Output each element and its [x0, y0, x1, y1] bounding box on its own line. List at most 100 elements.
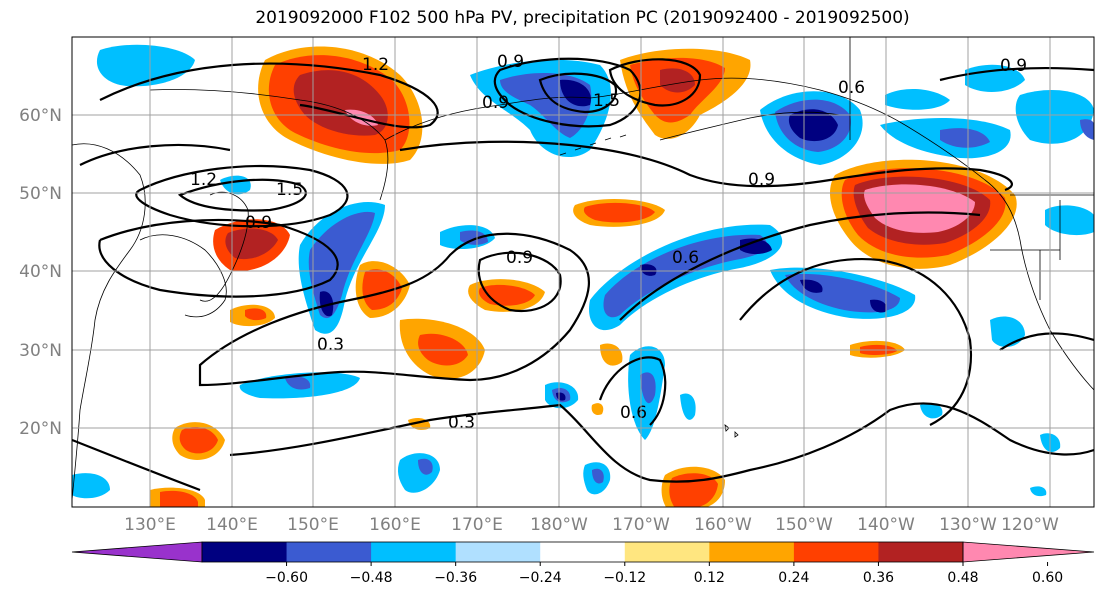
- pv-contour: [477, 251, 562, 313]
- coastline: [904, 124, 1094, 391]
- lat-label: 50°N: [19, 184, 62, 204]
- coastline: [139, 234, 227, 318]
- shade-negative: [1030, 486, 1047, 497]
- colorbar-segment: [878, 542, 964, 562]
- shade-negative: [640, 372, 656, 404]
- lon-label: 130°W: [939, 515, 997, 535]
- lon-label: 170°W: [612, 515, 670, 535]
- shade-negative: [560, 79, 591, 107]
- shade-negative: [397, 453, 440, 493]
- shade-negative: [418, 458, 433, 475]
- shade-positive: [583, 202, 655, 223]
- pv-contour: [98, 218, 339, 298]
- gridlines: [72, 37, 1094, 507]
- shade-negative: [96, 44, 195, 87]
- pv-contour: [619, 211, 981, 321]
- plot-title: 2019092000 F102 500 hPa PV, precipitatio…: [255, 8, 910, 28]
- pv-contour: [79, 143, 231, 166]
- coastline: [734, 431, 739, 438]
- colorbar-segment: [709, 542, 795, 562]
- pv-contour: [939, 66, 1094, 82]
- coastline: [659, 111, 841, 141]
- pv-contour: [493, 57, 642, 128]
- shade-negative: [603, 234, 767, 318]
- shade-negative: [1015, 90, 1094, 144]
- contour-label: 0.9: [245, 213, 272, 233]
- shade-positive: [179, 427, 218, 454]
- colorbar-extend-min: [71, 541, 203, 563]
- lon-label: 150°E: [287, 515, 339, 535]
- shade-negative: [788, 109, 838, 142]
- shade-negative: [72, 473, 110, 499]
- shade-negative: [920, 403, 943, 419]
- shade-positive: [245, 308, 267, 321]
- coastline: [559, 134, 627, 156]
- colorbar-tick-label: 0.36: [863, 570, 894, 586]
- colorbar-ticks: −0.60 −0.48 −0.36 −0.24 −0.12 0.12 0.24 0.36 0.4…: [265, 562, 1063, 586]
- pv-contour: [399, 140, 1013, 192]
- colorbar-tick-label: 0.24: [778, 570, 809, 586]
- lon-label: 150°W: [775, 515, 833, 535]
- lon-label: 160°W: [694, 515, 752, 535]
- shade-positive: [660, 68, 695, 93]
- colorbar-segment: [202, 542, 288, 562]
- shade-positive: [225, 228, 278, 260]
- shade-negative: [592, 468, 604, 484]
- shade-negative: [800, 279, 823, 293]
- contour-label: 0.3: [317, 335, 344, 355]
- contour-label: 0.9: [748, 170, 775, 190]
- contour-label: 0.9: [482, 93, 509, 113]
- colorbar-tick-label: −0.36: [434, 570, 477, 586]
- contour-label: 1.2: [362, 55, 389, 75]
- shade-positive: [600, 343, 623, 366]
- colorbar-tick-label: −0.12: [603, 570, 646, 586]
- shade-negative: [640, 264, 657, 276]
- coastline: [149, 89, 389, 201]
- shade-negative: [319, 291, 334, 317]
- pv-contour: [538, 72, 618, 114]
- pv-contour: [999, 332, 1094, 351]
- colorbar-frame: [201, 541, 964, 563]
- contour-label: 1.5: [593, 91, 620, 111]
- colorbar-segment: [371, 542, 457, 562]
- pv-contour: [229, 402, 1094, 483]
- lon-labels: 130°E 140°E 150°E 160°E 170°E 180°W 170°…: [124, 515, 1059, 535]
- contour-label: 0.6: [620, 403, 647, 423]
- shade-positive: [864, 184, 975, 233]
- lon-label: 130°E: [124, 515, 176, 535]
- colorbar-tick-label: 0.60: [1032, 570, 1063, 586]
- lon-label: 170°E: [451, 515, 503, 535]
- shade-negative: [740, 238, 772, 255]
- lon-label: 160°E: [369, 515, 421, 535]
- contour-layer: [72, 57, 1094, 492]
- contour-label: 1.5: [276, 180, 303, 200]
- pv-contour: [608, 58, 702, 107]
- shade-negative: [680, 393, 696, 420]
- contour-label: 0.6: [672, 248, 699, 268]
- pv-contour: [198, 232, 591, 387]
- contour-label: 0.9: [497, 52, 524, 72]
- shade-positive: [362, 269, 402, 310]
- colorbar-segment: [455, 542, 541, 562]
- lat-labels: 60°N 50°N 40°N 30°N 20°N: [19, 106, 62, 439]
- lon-label: 140°E: [206, 515, 258, 535]
- shade-negative: [1045, 205, 1094, 236]
- contour-label: 0.3: [448, 413, 475, 433]
- shade-negative: [990, 316, 1025, 347]
- shade-negative: [556, 392, 566, 401]
- shade-negative: [1080, 119, 1094, 140]
- lon-label: 180°W: [530, 515, 588, 535]
- colorbar-segment: [624, 542, 710, 562]
- colorbar-segment: [540, 542, 626, 562]
- shade-positive: [591, 403, 604, 415]
- coastline: [384, 96, 591, 141]
- pv-contour: [177, 178, 307, 212]
- shade-negative: [870, 299, 887, 313]
- shade-negative: [285, 376, 311, 390]
- pv-contour: [99, 62, 439, 129]
- colorbar-segment: [793, 542, 879, 562]
- pv-contour: [739, 258, 972, 426]
- colorbar-tick-label: 0.12: [694, 570, 725, 586]
- coastline: [72, 143, 146, 501]
